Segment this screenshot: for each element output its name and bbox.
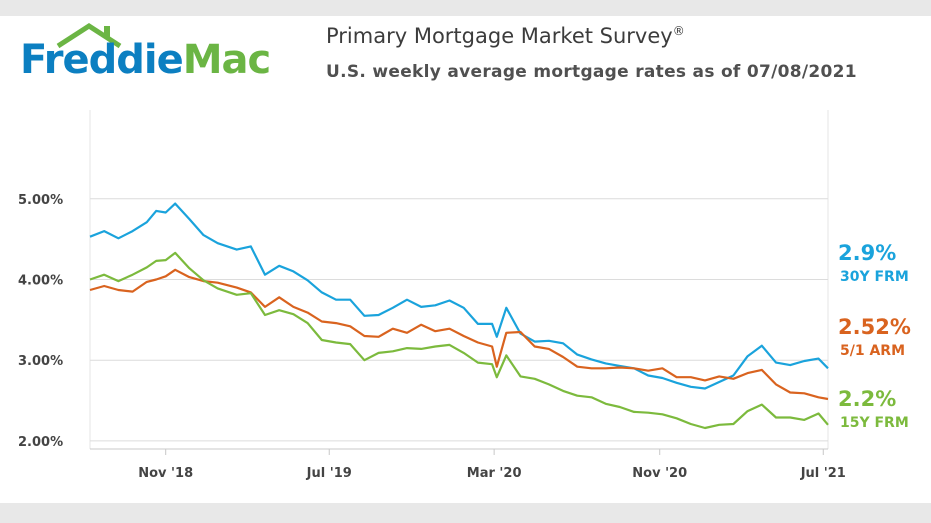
series-end-value: 2.2%	[838, 387, 896, 411]
chart-card	[0, 16, 931, 503]
chart-subtitle: U.S. weekly average mortgage rates as of…	[326, 62, 857, 82]
registered-mark: ®	[672, 24, 685, 38]
logo-word-freddie: Freddie	[20, 37, 184, 83]
x-tick-label: Nov '20	[632, 466, 687, 481]
series-end-name: 5/1 ARM	[840, 343, 905, 359]
freddie-mac-logo: FreddieMac	[14, 18, 304, 88]
series-line-5-1-arm	[89, 268, 829, 401]
x-tick-label: Nov '18	[138, 466, 193, 481]
series-end-name: 30Y FRM	[840, 269, 909, 285]
y-tick-label: 5.00%	[18, 193, 63, 208]
y-tick-label: 2.00%	[18, 435, 63, 450]
x-tick-label: Mar '20	[467, 466, 522, 481]
y-tick-label: 3.00%	[18, 354, 63, 369]
series-end-name: 15Y FRM	[840, 415, 909, 431]
series-line-15y-frm	[89, 251, 829, 430]
x-tick-label: Jul '19	[306, 466, 352, 481]
logo-word-mac: Mac	[182, 37, 272, 83]
logo-wordmark: FreddieMac	[20, 37, 272, 83]
chart-title-text: Primary Mortgage Market Survey	[326, 24, 673, 48]
chart-title: Primary Mortgage Market Survey®	[326, 24, 685, 48]
series-line-30y-frm	[89, 202, 829, 390]
house-roof-icon	[56, 23, 122, 49]
y-tick-label: 4.00%	[18, 274, 63, 289]
series-end-value: 2.52%	[838, 315, 911, 339]
x-tick-label: Jul '21	[800, 466, 846, 481]
series-end-value: 2.9%	[838, 241, 896, 265]
